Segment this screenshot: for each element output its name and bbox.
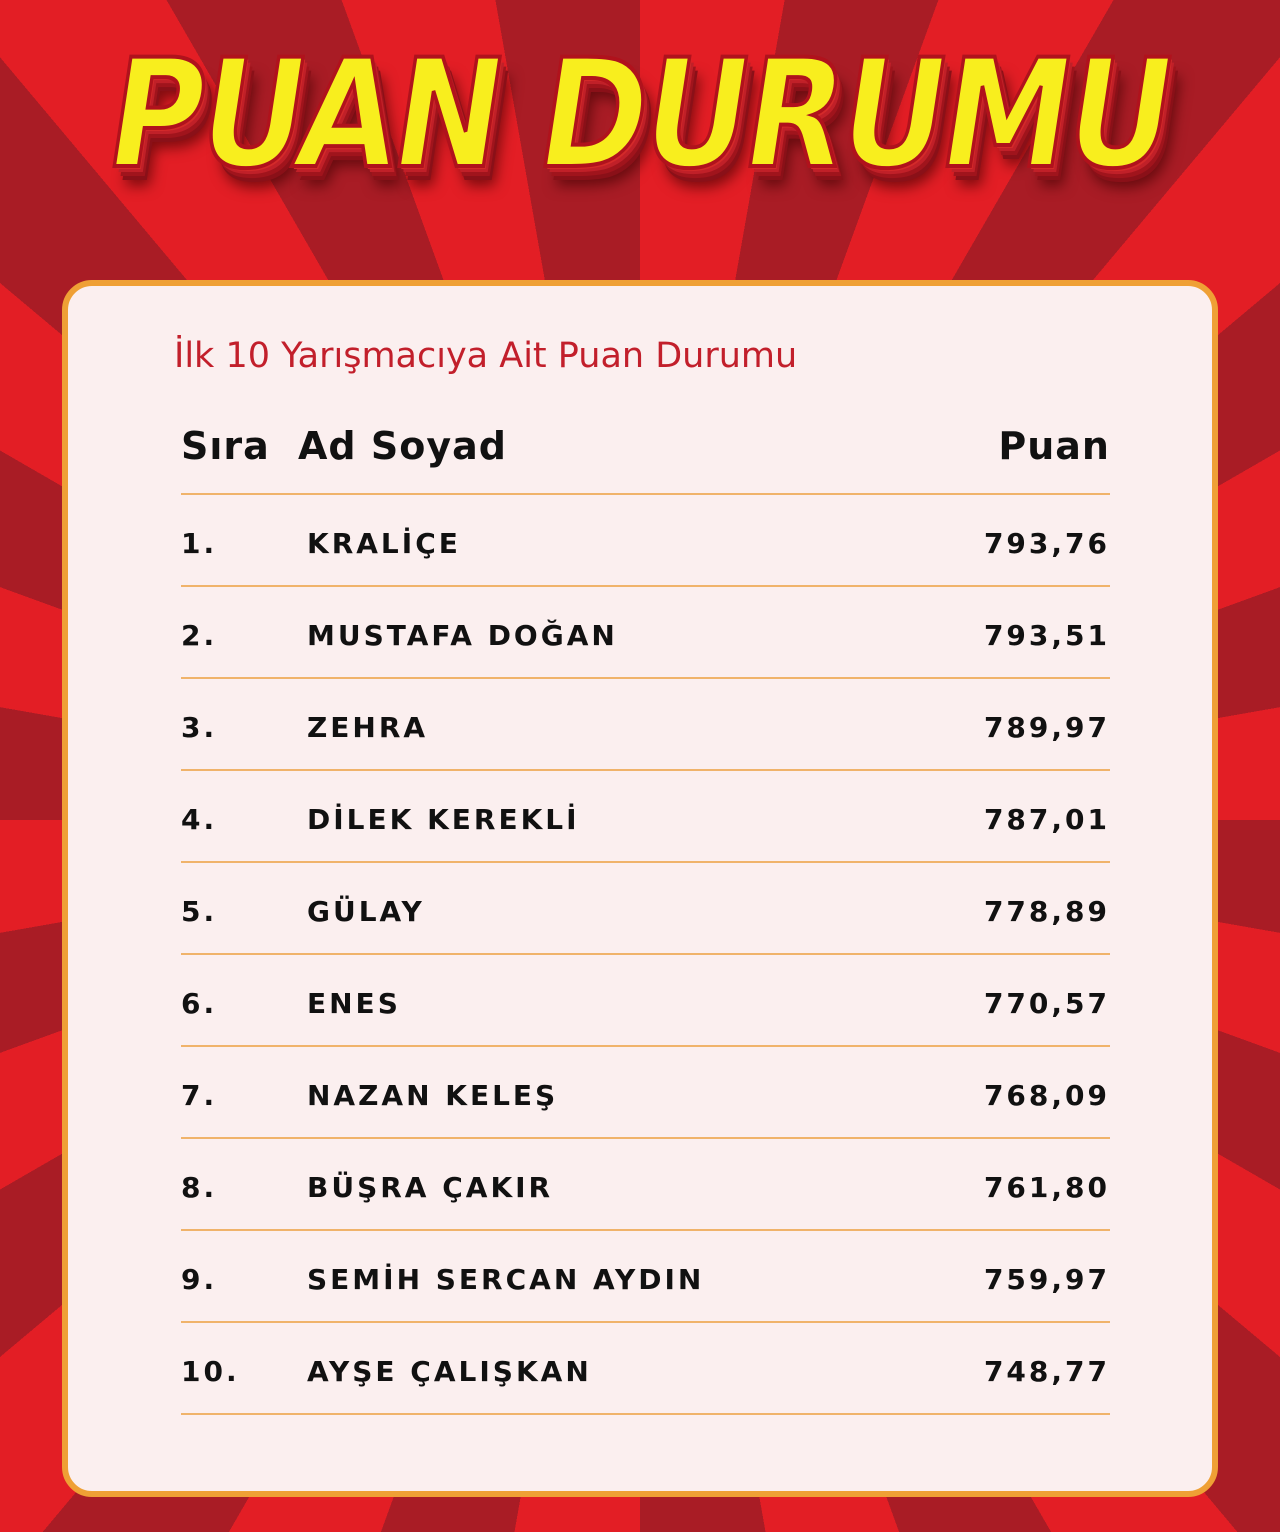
rank-cell: 8.: [181, 1171, 218, 1204]
name-cell: AYŞE ÇALIŞKAN: [307, 1355, 592, 1388]
page-title: PUAN DURUMU: [0, 26, 1280, 204]
table-row: 1. KRALİÇE 793,76: [181, 493, 1110, 585]
name-cell: NAZAN KELEŞ: [307, 1079, 559, 1112]
rank-cell: 9.: [181, 1263, 218, 1296]
rank-cell: 3.: [181, 711, 218, 744]
title-text: PUAN DURUMU: [95, 26, 1184, 204]
rank-cell: 5.: [181, 895, 218, 928]
header-rank: Sıra: [181, 424, 270, 468]
rank-cell: 2.: [181, 619, 218, 652]
score-cell: 778,89: [983, 895, 1110, 928]
header-name: Ad Soyad: [298, 424, 507, 468]
table-row: 8. BÜŞRA ÇAKIR 761,80: [181, 1137, 1110, 1229]
rank-cell: 4.: [181, 803, 218, 836]
score-cell: 787,01: [983, 803, 1110, 836]
name-cell: BÜŞRA ÇAKIR: [307, 1171, 554, 1204]
table-row: 3. ZEHRA 789,97: [181, 677, 1110, 769]
name-cell: MUSTAFA DOĞAN: [307, 619, 618, 652]
rank-cell: 10.: [181, 1355, 240, 1388]
table-row: 7. NAZAN KELEŞ 768,09: [181, 1045, 1110, 1137]
name-cell: GÜLAY: [307, 895, 425, 928]
score-cell: 748,77: [983, 1355, 1110, 1388]
table-row: 5. GÜLAY 778,89: [181, 861, 1110, 953]
table-row: 6. ENES 770,57: [181, 953, 1110, 1045]
name-cell: ZEHRA: [307, 711, 429, 744]
score-cell: 761,80: [983, 1171, 1110, 1204]
table-row: 9. SEMİH SERCAN AYDIN 759,97: [181, 1229, 1110, 1321]
score-cell: 793,51: [983, 619, 1110, 652]
scoreboard-card: İlk 10 Yarışmacıya Ait Puan Durumu Sıra …: [62, 280, 1218, 1497]
subtitle: İlk 10 Yarışmacıya Ait Puan Durumu: [174, 336, 798, 376]
score-cell: 789,97: [983, 711, 1110, 744]
table-row: 4. DİLEK KEREKLİ 787,01: [181, 769, 1110, 861]
rank-cell: 6.: [181, 987, 218, 1020]
name-cell: KRALİÇE: [307, 527, 461, 560]
rank-cell: 7.: [181, 1079, 218, 1112]
rank-cell: 1.: [181, 527, 218, 560]
table-row: 10. AYŞE ÇALIŞKAN 748,77: [181, 1321, 1110, 1415]
score-cell: 770,57: [983, 987, 1110, 1020]
header-score: Puan: [998, 424, 1110, 468]
name-cell: ENES: [307, 987, 401, 1020]
score-cell: 793,76: [983, 527, 1110, 560]
table-header: Sıra Ad Soyad Puan: [181, 424, 1110, 494]
name-cell: DİLEK KEREKLİ: [307, 803, 580, 836]
score-cell: 768,09: [983, 1079, 1110, 1112]
name-cell: SEMİH SERCAN AYDIN: [307, 1263, 705, 1296]
score-table: 1. KRALİÇE 793,76 2. MUSTAFA DOĞAN 793,51 3. ZE…: [181, 493, 1110, 1415]
table-row: 2. MUSTAFA DOĞAN 793,51: [181, 585, 1110, 677]
score-cell: 759,97: [983, 1263, 1110, 1296]
